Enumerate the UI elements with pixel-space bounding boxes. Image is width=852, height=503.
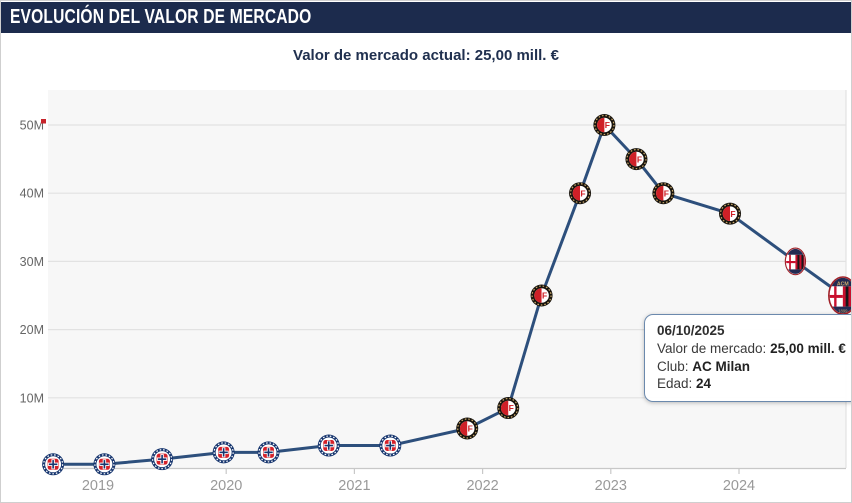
- svg-text:F: F: [580, 188, 585, 198]
- x-axis-label: 2019: [82, 478, 114, 494]
- y-axis-label: 10M: [20, 391, 44, 405]
- badge-ac-milan[interactable]: ACM 1899: [828, 276, 852, 315]
- tooltip-market-value-label: Valor de mercado:: [657, 340, 771, 356]
- badge-cruz-azul[interactable]: [151, 448, 174, 471]
- badge-feyenoord[interactable]: F: [625, 148, 648, 171]
- y-axis-label: 40M: [20, 187, 44, 201]
- badge-feyenoord[interactable]: F: [593, 114, 616, 136]
- tooltip-club-row: Club: AC Milan: [657, 358, 846, 376]
- badge-feyenoord[interactable]: F: [719, 202, 742, 225]
- svg-text:ACM: ACM: [837, 281, 849, 287]
- badge-cruz-azul[interactable]: [257, 441, 280, 464]
- svg-text:F: F: [605, 120, 610, 130]
- section-title: EVOLUCIÓN DEL VALOR DE MERCADO: [10, 6, 312, 28]
- y-axis-label: 30M: [20, 255, 44, 269]
- badge-feyenoord[interactable]: F: [497, 397, 520, 420]
- x-axis-label: 2021: [338, 478, 370, 494]
- x-axis-label: 2024: [723, 478, 755, 494]
- tooltip-market-value-row: Valor de mercado: 25,00 mill. €: [657, 340, 846, 358]
- x-axis-label: 2023: [595, 478, 627, 494]
- badge-cruz-azul[interactable]: [93, 453, 116, 476]
- max-value-marker: [41, 119, 46, 124]
- y-axis-label: 20M: [20, 323, 44, 337]
- badge-feyenoord[interactable]: F: [530, 284, 553, 307]
- chart-tooltip: 06/10/2025 Valor de mercado: 25,00 mill.…: [644, 314, 852, 403]
- badge-cruz-azul[interactable]: [317, 434, 340, 457]
- x-axis-label: 2020: [210, 478, 242, 494]
- svg-text:F: F: [468, 424, 473, 434]
- badge-cruz-azul[interactable]: [42, 453, 65, 476]
- plot-area: [48, 90, 846, 468]
- tooltip-club: AC Milan: [692, 358, 751, 374]
- svg-text:F: F: [730, 209, 735, 219]
- x-axis-label: 2022: [466, 478, 498, 494]
- tooltip-date: 06/10/2025: [657, 323, 725, 338]
- badge-feyenoord[interactable]: F: [456, 417, 479, 440]
- svg-text:F: F: [509, 403, 514, 413]
- tooltip-age-label: Edad:: [657, 376, 697, 392]
- current-market-value: Valor de mercado actual: 25,00 mill. €: [293, 47, 559, 64]
- tooltip-market-value: 25,00 mill. €: [770, 340, 846, 356]
- svg-text:F: F: [637, 154, 642, 164]
- tooltip-age-row: Edad: 24: [657, 375, 846, 393]
- badge-cruz-azul[interactable]: [379, 434, 402, 457]
- section-header: EVOLUCIÓN DEL VALOR DE MERCADO: [1, 2, 851, 33]
- svg-text:F: F: [664, 188, 669, 198]
- tooltip-club-label: Club:: [657, 358, 693, 374]
- badge-feyenoord[interactable]: F: [569, 182, 592, 205]
- svg-text:1899: 1899: [838, 309, 848, 314]
- y-axis-label: 50M: [20, 119, 44, 133]
- badge-feyenoord[interactable]: F: [652, 182, 675, 205]
- badge-cruz-azul[interactable]: [212, 441, 235, 464]
- svg-text:F: F: [542, 291, 547, 301]
- badge-ac-milan[interactable]: [784, 247, 807, 276]
- tooltip-age: 24: [696, 376, 712, 392]
